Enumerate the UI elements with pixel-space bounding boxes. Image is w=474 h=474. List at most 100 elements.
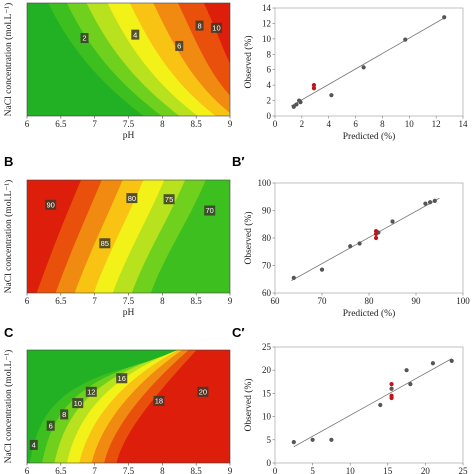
contour-label: 10 [74,399,82,408]
contour-label-box [60,409,69,420]
contour-label-box [163,194,175,205]
y-tick-label: 4 [267,80,272,90]
data-point [310,437,315,442]
data-point [357,241,362,246]
y-tick-label: 12 [262,18,271,28]
x-tick-label: 2 [300,119,305,129]
y-tick-label: 100 [258,178,272,188]
x-tick-label: 7 [92,119,97,129]
data-point [390,219,395,224]
scatter-chart-a-prime: 0 2 4 6 8 10 12 14 0 2 4 6 8 10 12 14 Predicted (%) Obser… [243,3,468,142]
contour-label-box [175,40,184,51]
x-tick-label: 4 [326,119,331,129]
contour-label-box [195,20,204,31]
y-tick-label: 60 [262,288,272,298]
contour-label: 2 [82,34,86,43]
y-axis-label: NaCl concentration (mol.L⁻¹) [3,3,14,117]
data-point [449,358,454,364]
x-tick-label: 8.5 [191,296,203,306]
x-tick-label: 8 [160,119,165,129]
y-tick-label: 6 [267,65,272,75]
contour-label-box [80,33,89,44]
data-point [291,275,296,280]
x-tick-label: 10 [405,119,415,129]
contour-label: 16 [118,374,126,383]
x-tick-label: 80 [365,296,375,306]
data-point [423,201,428,206]
x-tick-label: 12 [432,119,441,129]
x-tick-label: 6 [25,466,30,474]
x-tick-label: 25 [459,466,469,474]
contour-label-box [153,395,165,406]
contour-chart-b: 90 85 80 75 70 6 6.5 7 7.5 8 8.5 9 pH NaCl concentrat… [3,180,233,318]
data-point-red [311,83,317,88]
y-tick-label: 10 [262,34,272,44]
x-tick-label: 6 [353,119,358,129]
plot-frame [274,7,464,117]
contour-label: 6 [177,42,181,51]
contour-label-box [72,398,84,409]
data-point [348,244,353,249]
contour-label: 90 [47,201,55,210]
x-tick-label: 10 [346,466,356,474]
x-tick-label: 70 [318,296,328,306]
contour-label: 70 [206,206,214,215]
data-point [389,386,394,391]
contour-label: 10 [212,24,220,33]
contour-label-box [46,420,55,431]
y-axis-label: Observed (%) [243,378,254,431]
contour-label-box [126,193,138,204]
y-tick-label: 70 [262,261,272,271]
data-point [442,15,447,20]
y-tick-label: 25 [262,342,272,352]
data-point [319,267,325,272]
y-tick-label: 2 [267,96,272,106]
x-tick-label: 0 [273,119,278,129]
y-tick-label: 0 [267,111,272,121]
data-point-red [389,393,394,398]
x-tick-label: 14 [459,119,469,129]
fit-line [290,16,446,107]
x-axis-label: Predicted (%) [343,308,396,319]
contour-label: 18 [155,397,163,406]
y-tick-label: 80 [262,233,272,243]
x-axis-label: pH [123,131,135,141]
panel-letter-b-prime: B′ [232,154,245,169]
x-tick-label: 100 [456,296,470,306]
contour-label: 20 [199,388,207,397]
y-tick-label: 5 [267,435,272,445]
data-point [329,93,334,98]
contour-label-box [116,373,128,384]
y-axis-label: NaCl concentration (mol.L⁻¹) [3,180,14,294]
x-tick-label: 6 [25,296,30,306]
x-tick-label: 90 [412,296,422,306]
x-tick-label: 7 [92,296,97,306]
contour-label: 80 [128,194,136,203]
fit-line [291,197,440,281]
contour-label-box [204,205,216,216]
data-point [428,200,433,205]
x-tick-label: 8.5 [191,466,203,474]
y-tick-label: 14 [262,3,272,13]
fit-line [293,358,452,448]
contour-label: 75 [165,195,173,204]
contour-label: 85 [101,239,109,248]
contour-label-box [45,199,57,210]
x-axis-label: Predicted (%) [343,131,396,142]
x-tick-label: 5 [310,466,315,474]
x-tick-label: 60 [271,296,281,306]
scatter-chart-b-prime: 60 70 80 90 100 60 70 80 90 100 Predicted (%) Obser… [243,178,470,319]
contour-chart-a: 2 4 6 8 10 6 6.5 7 7.5 8 8.5 9 pH NaCl concentration … [3,3,233,141]
x-tick-label: 6.5 [55,296,67,306]
contour-label: 6 [49,421,53,430]
contour-label-box [197,386,209,397]
data-point-red [311,86,317,91]
y-axis-label: Observed (%) [243,35,254,88]
x-tick-label: 9 [228,119,233,129]
x-tick-label: 8 [160,296,165,306]
data-point [361,65,366,70]
x-tick-label: 0 [273,466,278,474]
y-tick-label: 0 [267,458,272,468]
